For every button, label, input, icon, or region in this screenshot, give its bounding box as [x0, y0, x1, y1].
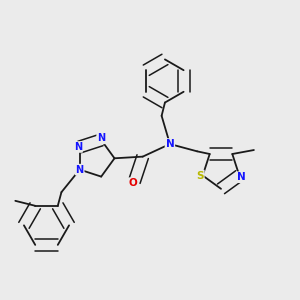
Text: N: N	[74, 142, 82, 152]
Text: N: N	[166, 139, 174, 149]
Text: S: S	[196, 170, 204, 181]
Text: O: O	[128, 178, 137, 188]
Text: N: N	[97, 133, 105, 143]
Text: N: N	[237, 172, 245, 182]
Text: N: N	[76, 165, 84, 175]
